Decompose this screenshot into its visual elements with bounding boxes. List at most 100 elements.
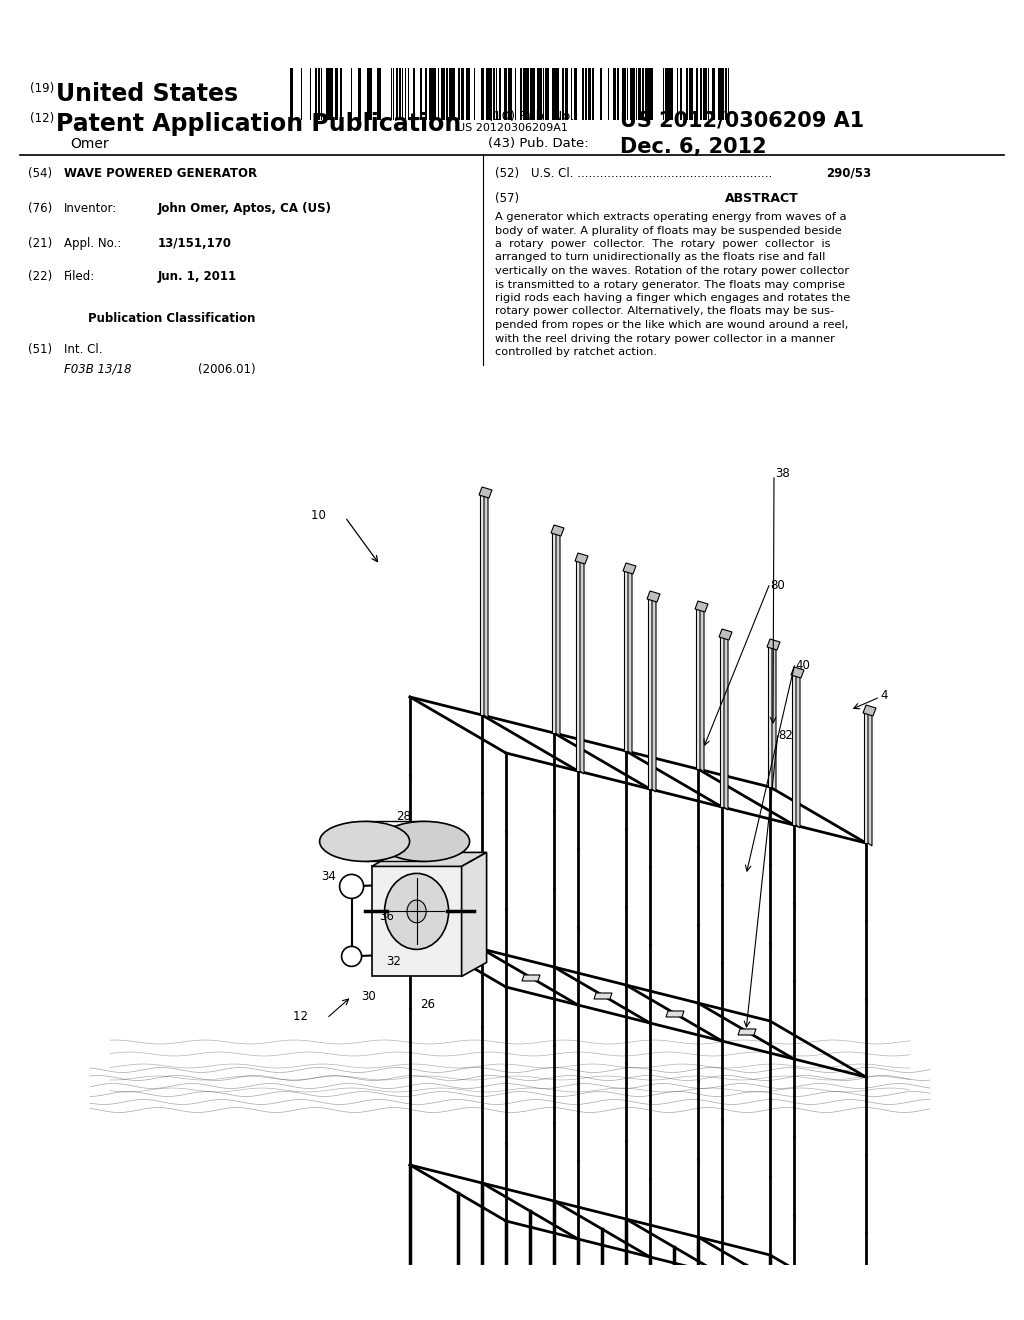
Text: (54): (54)	[28, 168, 52, 180]
Text: United States: United States	[56, 82, 239, 106]
Bar	[523, 69, 525, 120]
Bar	[703, 69, 705, 120]
Bar	[689, 69, 691, 120]
Bar	[600, 69, 602, 120]
Bar	[670, 69, 673, 120]
Text: rigid rods each having a finger which engages and rotates the: rigid rods each having a finger which en…	[495, 293, 850, 304]
Polygon shape	[696, 609, 700, 770]
Text: 32: 32	[387, 954, 401, 968]
Polygon shape	[624, 572, 628, 751]
Text: (12): (12)	[30, 112, 54, 125]
Polygon shape	[580, 561, 584, 774]
Text: with the reel driving the rotary power collector in a manner: with the reel driving the rotary power c…	[495, 334, 835, 343]
Text: 36: 36	[380, 909, 394, 923]
Text: 13/151,170: 13/151,170	[158, 238, 232, 249]
Bar	[330, 69, 332, 120]
Text: Omer: Omer	[70, 137, 109, 150]
Bar	[504, 69, 506, 120]
Bar	[645, 69, 647, 120]
Bar	[713, 69, 715, 120]
Circle shape	[340, 874, 364, 899]
Text: (52): (52)	[495, 168, 519, 180]
Bar	[686, 69, 688, 120]
Polygon shape	[868, 713, 872, 846]
Bar	[538, 69, 540, 120]
Bar	[379, 69, 381, 120]
Text: rotary power collector. Alternatively, the floats may be sus-: rotary power collector. Alternatively, t…	[495, 306, 835, 317]
Polygon shape	[724, 638, 728, 810]
Bar	[433, 69, 436, 120]
Polygon shape	[767, 639, 780, 649]
Text: arranged to turn unidirectionally as the floats rise and fall: arranged to turn unidirectionally as the…	[495, 252, 825, 263]
Polygon shape	[628, 572, 632, 754]
Bar	[720, 69, 722, 120]
Polygon shape	[552, 533, 556, 733]
Bar	[557, 69, 559, 120]
Text: John Omer, Aptos, CA (US): John Omer, Aptos, CA (US)	[158, 202, 332, 215]
Polygon shape	[372, 866, 462, 977]
Text: controlled by ratchet action.: controlled by ratchet action.	[495, 347, 657, 356]
Bar	[562, 69, 564, 120]
Text: US 20120306209A1: US 20120306209A1	[457, 123, 567, 133]
Polygon shape	[652, 599, 656, 792]
Polygon shape	[594, 993, 612, 999]
Text: pended from ropes or the like which are wound around a reel,: pended from ropes or the like which are …	[495, 319, 848, 330]
Polygon shape	[522, 975, 540, 981]
Bar	[553, 69, 555, 120]
Text: is transmitted to a rotary generator. The floats may comprise: is transmitted to a rotary generator. Th…	[495, 280, 845, 289]
Bar	[705, 69, 707, 120]
Text: US 2012/0306209 A1: US 2012/0306209 A1	[620, 110, 864, 129]
Polygon shape	[666, 1011, 684, 1016]
Text: 290/53: 290/53	[826, 168, 871, 180]
Bar	[531, 69, 534, 120]
Ellipse shape	[319, 821, 410, 862]
Bar	[451, 69, 453, 120]
Text: (21): (21)	[28, 238, 52, 249]
Circle shape	[342, 946, 361, 966]
Bar	[290, 69, 292, 120]
Text: 4: 4	[880, 689, 888, 701]
Polygon shape	[623, 564, 636, 574]
Text: 82: 82	[778, 729, 793, 742]
Bar	[617, 69, 618, 120]
Bar	[638, 69, 641, 120]
Text: Patent Application Publication: Patent Application Publication	[56, 112, 461, 136]
Bar	[396, 69, 398, 120]
Polygon shape	[772, 647, 776, 789]
Text: WAVE POWERED GENERATOR: WAVE POWERED GENERATOR	[63, 168, 257, 180]
Bar	[565, 69, 567, 120]
Bar	[623, 69, 625, 120]
Bar	[486, 69, 488, 120]
Ellipse shape	[407, 900, 426, 923]
Polygon shape	[551, 525, 564, 536]
Text: 38: 38	[775, 466, 790, 479]
Bar	[680, 69, 682, 120]
Bar	[555, 69, 557, 120]
Bar	[574, 69, 577, 120]
Text: 34: 34	[322, 870, 337, 883]
Text: vertically on the waves. Rotation of the rotary power collector: vertically on the waves. Rotation of the…	[495, 267, 849, 276]
Bar	[429, 69, 432, 120]
Bar	[508, 69, 510, 120]
Polygon shape	[556, 533, 560, 737]
Polygon shape	[372, 853, 486, 866]
Text: (57): (57)	[495, 191, 519, 205]
Bar	[488, 69, 490, 120]
Polygon shape	[720, 638, 724, 807]
Text: Int. Cl.: Int. Cl.	[63, 343, 102, 356]
Bar	[490, 69, 492, 120]
Text: (51): (51)	[28, 343, 52, 356]
Text: 30: 30	[361, 990, 377, 1003]
Text: (43) Pub. Date:: (43) Pub. Date:	[488, 137, 589, 150]
Polygon shape	[695, 601, 708, 612]
Text: body of water. A plurality of floats may be suspended beside: body of water. A plurality of floats may…	[495, 226, 842, 235]
Polygon shape	[479, 487, 492, 498]
Polygon shape	[647, 591, 660, 602]
Text: (10) Pub. No.:: (10) Pub. No.:	[488, 110, 579, 123]
Bar	[582, 69, 584, 120]
Bar	[399, 69, 401, 120]
Bar	[499, 69, 501, 120]
Bar	[462, 69, 464, 120]
Text: 12: 12	[293, 1010, 311, 1023]
Text: (19): (19)	[30, 82, 54, 95]
